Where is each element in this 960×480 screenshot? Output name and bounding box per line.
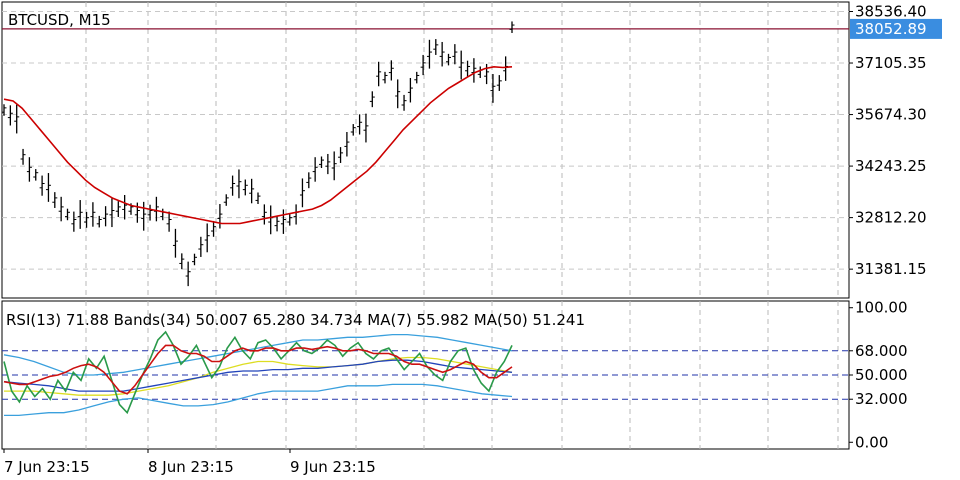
moving-average-line xyxy=(3,65,513,225)
rsi-series-line xyxy=(3,344,513,395)
time-tick-label: 9 Jun 23:15 xyxy=(290,458,376,476)
rsi-title: RSI(13) 71.88 Bands(34) 50.007 65.280 34… xyxy=(6,311,585,329)
price-tick-label: 32812.20 xyxy=(855,209,927,227)
rsi-tick-label: 32.000 xyxy=(855,390,908,408)
rsi-series-line xyxy=(3,359,513,392)
chart-title: BTCUSD, M15 xyxy=(8,11,111,29)
rsi-tick-label: 0.00 xyxy=(855,433,888,451)
rsi-series-line xyxy=(4,356,513,396)
price-panel: 38536.40 37105.35 35674.30 34243.25 32812.20… xyxy=(1,1,942,299)
rsi-series xyxy=(3,330,513,417)
rsi-tick-label: 68.000 xyxy=(855,342,908,360)
price-tick-label: 34243.25 xyxy=(855,157,927,175)
rsi-series-line xyxy=(3,333,513,376)
current-price-label: 38052.89 xyxy=(855,20,927,38)
time-axis: 7 Jun 23:15 8 Jun 23:15 9 Jun 23:15 xyxy=(3,449,376,476)
price-tick-label: 38536.40 xyxy=(855,2,927,20)
price-tick-label: 37105.35 xyxy=(855,54,927,72)
price-tick-label: 31381.15 xyxy=(855,260,927,278)
price-tick-label: 35674.30 xyxy=(855,106,927,124)
rsi-tick-label: 50.000 xyxy=(855,366,908,384)
rsi-tick-label: 100.00 xyxy=(855,299,908,317)
rsi-y-axis: 100.00 68.000 50.000 32.000 0.00 xyxy=(849,299,908,451)
rsi-panel: 100.00 68.000 50.000 32.000 0.00 RSI(13) 71.… xyxy=(1,299,908,451)
rsi-series-line xyxy=(4,383,513,417)
time-tick-label: 7 Jun 23:15 xyxy=(4,458,90,476)
time-tick-label: 8 Jun 23:15 xyxy=(148,458,234,476)
price-y-axis: 38536.40 37105.35 35674.30 34243.25 32812.20… xyxy=(849,2,942,278)
current-price-badge xyxy=(850,18,942,39)
price-series xyxy=(1,21,849,287)
price-panel-frame xyxy=(1,1,850,299)
